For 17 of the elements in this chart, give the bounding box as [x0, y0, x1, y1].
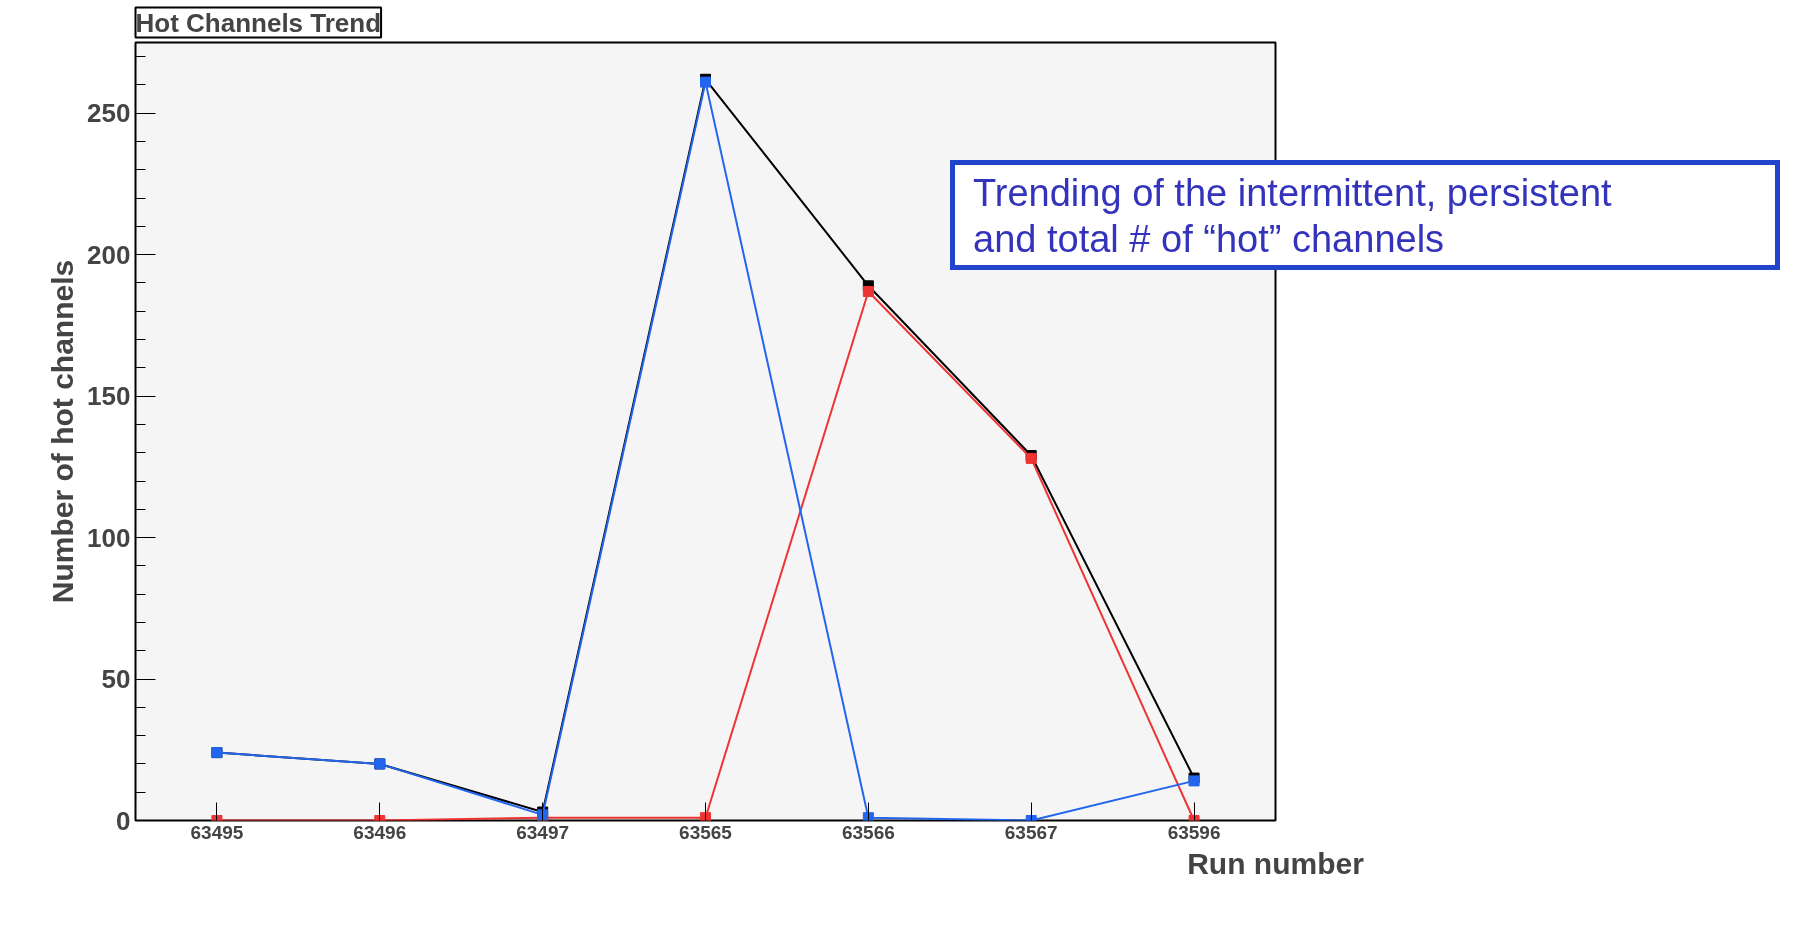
x-tick-label: 63566	[841, 821, 895, 843]
x-tick-label: 63497	[516, 821, 570, 843]
x-tick-label: 63495	[190, 821, 244, 843]
x-axis-title: Run number	[1187, 846, 1365, 880]
x-tick-label: 63596	[1167, 821, 1221, 843]
x-tick-label: 63565	[679, 821, 733, 843]
annotation-box: Trending of the intermittent, persistent and total # of “hot” channels	[950, 160, 1780, 270]
chart-title: Hot Channels Trend	[135, 7, 382, 38]
y-tick-label: 50	[101, 664, 131, 695]
x-tick-label: 63567	[1004, 821, 1058, 843]
x-tick-label: 63496	[353, 821, 407, 843]
y-axis-title: Number of hot channels	[46, 259, 80, 604]
y-tick-label: 100	[87, 522, 131, 553]
y-tick-label: 0	[116, 805, 131, 836]
y-tick-label: 250	[87, 98, 131, 129]
y-tick-label: 200	[87, 239, 131, 270]
y-tick-label: 150	[87, 381, 131, 412]
